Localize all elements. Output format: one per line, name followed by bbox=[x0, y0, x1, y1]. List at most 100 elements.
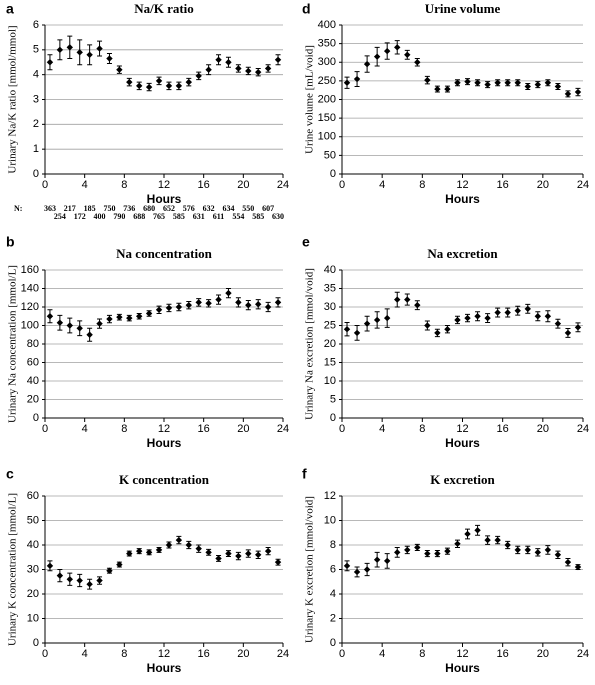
y-tick-label: 80 bbox=[27, 338, 39, 350]
y-tick-label: 250 bbox=[318, 75, 336, 87]
data-point bbox=[514, 79, 521, 86]
data-point bbox=[574, 563, 582, 571]
data-point bbox=[414, 544, 421, 551]
x-tick-label: 12 bbox=[456, 423, 468, 435]
y-tick-label: 8 bbox=[330, 539, 336, 551]
chart-title: Urine volume bbox=[425, 1, 501, 16]
y-tick-label: 5 bbox=[33, 44, 39, 56]
data-point bbox=[76, 325, 83, 332]
panel-label: f bbox=[302, 466, 307, 482]
n-count: 652 bbox=[163, 204, 175, 213]
data-point bbox=[514, 546, 521, 554]
data-point bbox=[414, 59, 421, 66]
y-tick-label: 200 bbox=[318, 93, 336, 105]
data-point bbox=[145, 83, 153, 91]
n-count: 736 bbox=[123, 204, 135, 213]
data-point bbox=[126, 78, 133, 86]
data-point bbox=[96, 45, 103, 52]
x-tick-label: 8 bbox=[121, 648, 127, 660]
x-tick-label: 20 bbox=[237, 423, 249, 435]
x-tick-label: 20 bbox=[237, 179, 249, 191]
y-tick-label: 20 bbox=[324, 338, 336, 350]
data-point bbox=[343, 326, 351, 333]
n-count: 607 bbox=[262, 204, 274, 213]
y-tick-label: 30 bbox=[27, 563, 39, 575]
x-tick-label: 20 bbox=[237, 648, 249, 660]
x-tick-label: 12 bbox=[158, 179, 170, 191]
data-point bbox=[175, 536, 183, 544]
y-axis-label: Urine volume [mL/void] bbox=[304, 45, 316, 154]
data-point bbox=[175, 303, 183, 311]
x-tick-label: 8 bbox=[419, 423, 425, 435]
y-tick-label: 0 bbox=[33, 637, 39, 649]
chart-title: K excretion bbox=[430, 472, 495, 487]
data-point bbox=[136, 547, 143, 555]
chart-title: Na concentration bbox=[116, 246, 212, 261]
y-tick-label: 12 bbox=[324, 490, 336, 502]
y-tick-label: 100 bbox=[318, 131, 336, 143]
data-point bbox=[353, 568, 361, 576]
y-tick-label: 25 bbox=[324, 319, 336, 331]
chart-title: Na excretion bbox=[427, 246, 498, 261]
x-tick-label: 20 bbox=[537, 423, 549, 435]
y-tick-label: 0 bbox=[330, 412, 336, 424]
data-point bbox=[76, 49, 83, 56]
data-point bbox=[235, 65, 242, 72]
y-axis-label: Urinary Na concentration [mmol/L] bbox=[7, 265, 19, 423]
x-tick-label: 4 bbox=[82, 179, 88, 191]
y-tick-label: 2 bbox=[330, 612, 336, 624]
n-count: 254 bbox=[54, 212, 66, 221]
data-point bbox=[66, 322, 73, 329]
data-point bbox=[494, 536, 501, 544]
y-axis-label: Urinary Na/K ratio [mmol/mmol] bbox=[7, 25, 19, 173]
data-point bbox=[464, 78, 471, 85]
y-tick-label: 0 bbox=[330, 637, 336, 649]
n-count: 185 bbox=[84, 204, 96, 213]
y-tick-label: 40 bbox=[27, 375, 39, 387]
y-tick-label: 10 bbox=[27, 612, 39, 624]
data-point bbox=[424, 76, 431, 84]
y-tick-label: 50 bbox=[27, 514, 39, 526]
x-axis-label: Hours bbox=[445, 436, 480, 450]
data-point bbox=[404, 51, 411, 58]
data-point bbox=[343, 79, 351, 86]
data-point bbox=[484, 81, 491, 88]
chart-title: Na/K ratio bbox=[134, 1, 194, 16]
data-point bbox=[434, 329, 441, 337]
data-point bbox=[574, 88, 582, 96]
data-point bbox=[155, 546, 163, 554]
data-point bbox=[504, 309, 511, 316]
y-tick-label: 35 bbox=[324, 282, 336, 294]
data-point bbox=[66, 576, 73, 583]
x-tick-label: 8 bbox=[419, 648, 425, 660]
y-tick-label: 60 bbox=[27, 356, 39, 368]
data-point bbox=[373, 556, 381, 563]
n-count: 765 bbox=[153, 212, 165, 221]
x-tick-label: 20 bbox=[537, 648, 549, 660]
data-point bbox=[494, 309, 501, 316]
data-point bbox=[145, 549, 153, 556]
data-point bbox=[534, 81, 542, 88]
data-point bbox=[86, 51, 93, 58]
n-count: 688 bbox=[133, 212, 145, 221]
x-tick-label: 4 bbox=[82, 423, 88, 435]
x-tick-label: 24 bbox=[277, 179, 289, 191]
y-tick-label: 0 bbox=[330, 168, 336, 180]
data-point bbox=[116, 66, 123, 73]
y-tick-label: 300 bbox=[318, 56, 336, 68]
data-point bbox=[245, 67, 252, 75]
data-point bbox=[494, 79, 501, 86]
n-count: 585 bbox=[252, 212, 264, 221]
data-point bbox=[235, 299, 242, 306]
n-count: 611 bbox=[213, 212, 225, 221]
data-point bbox=[514, 307, 521, 314]
data-point bbox=[394, 44, 401, 51]
data-point bbox=[363, 320, 371, 327]
data-point bbox=[383, 47, 391, 55]
x-tick-label: 0 bbox=[339, 179, 345, 191]
data-point bbox=[484, 314, 491, 322]
y-tick-label: 40 bbox=[324, 264, 336, 276]
y-tick-label: 40 bbox=[27, 539, 39, 551]
data-point bbox=[86, 581, 93, 588]
data-point bbox=[46, 59, 54, 66]
